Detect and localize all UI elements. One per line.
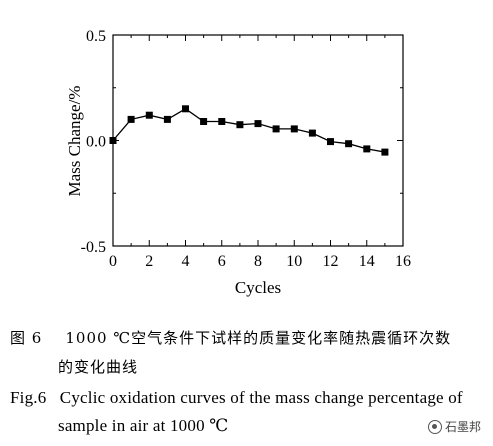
- data-point: [308, 129, 316, 137]
- y-axis-label: Mass Change/%: [65, 86, 84, 197]
- data-point: [236, 121, 244, 129]
- caption-zh-text1: 1000 ℃空气条件下试样的质量变化率随热震循环次数: [65, 329, 452, 347]
- data-point: [182, 105, 189, 113]
- caption-en-fignum: Fig.6: [10, 388, 47, 407]
- data-point: [145, 111, 153, 119]
- series-line: [112, 108, 386, 153]
- data-point: [363, 145, 371, 153]
- data-point: [254, 120, 262, 128]
- data-point: [163, 115, 171, 123]
- wechat-logo-icon: [427, 419, 442, 434]
- caption-en-line1: Fig.6 Cyclic oxidation curves of the mas…: [10, 386, 463, 410]
- data-point: [345, 140, 353, 148]
- x-tick-label: 6: [218, 253, 226, 270]
- x-tick-label: 14: [359, 253, 375, 270]
- caption-zh-line2: 的变化曲线: [58, 358, 139, 376]
- watermark-text: 石墨邦: [444, 420, 481, 434]
- data-point: [127, 115, 135, 123]
- x-tick-label: 2: [145, 253, 153, 270]
- caption-en-line2: sample in air at 1000 ℃: [58, 416, 229, 435]
- x-tick-label: 4: [182, 253, 190, 270]
- y-tick-label: 0.5: [86, 28, 106, 45]
- x-axis-label: Cycles: [235, 278, 281, 297]
- data-point: [290, 125, 298, 133]
- chart: 0 2 4 6 8 10 12 14 16 0.5 0.0 -0.5 Cycles Mass Chan…: [65, 28, 411, 297]
- x-tick-label: 12: [323, 253, 339, 270]
- data-point: [200, 118, 208, 125]
- x-tick-label: 8: [254, 253, 262, 270]
- data-point: [381, 148, 389, 156]
- data-point: [272, 125, 280, 133]
- x-tick-label: 0: [109, 253, 117, 270]
- x-tick-label: 10: [286, 253, 302, 270]
- data-point: [327, 138, 334, 146]
- data-point: [218, 118, 226, 125]
- y-tick-label: 0.0: [86, 134, 106, 151]
- caption-en-text1: Cyclic oxidation curves of the mass chan…: [59, 388, 463, 407]
- data-point: [109, 137, 117, 144]
- caption-zh-line1: 图 6 1000 ℃空气条件下试样的质量变化率随热震循环次数: [10, 326, 451, 350]
- watermark: 石墨邦: [427, 418, 481, 435]
- plot-frame: [112, 34, 404, 247]
- caption-zh-fignum: 图 6: [10, 329, 43, 347]
- y-tick-label: -0.5: [81, 239, 106, 256]
- x-tick-label: 16: [395, 253, 411, 270]
